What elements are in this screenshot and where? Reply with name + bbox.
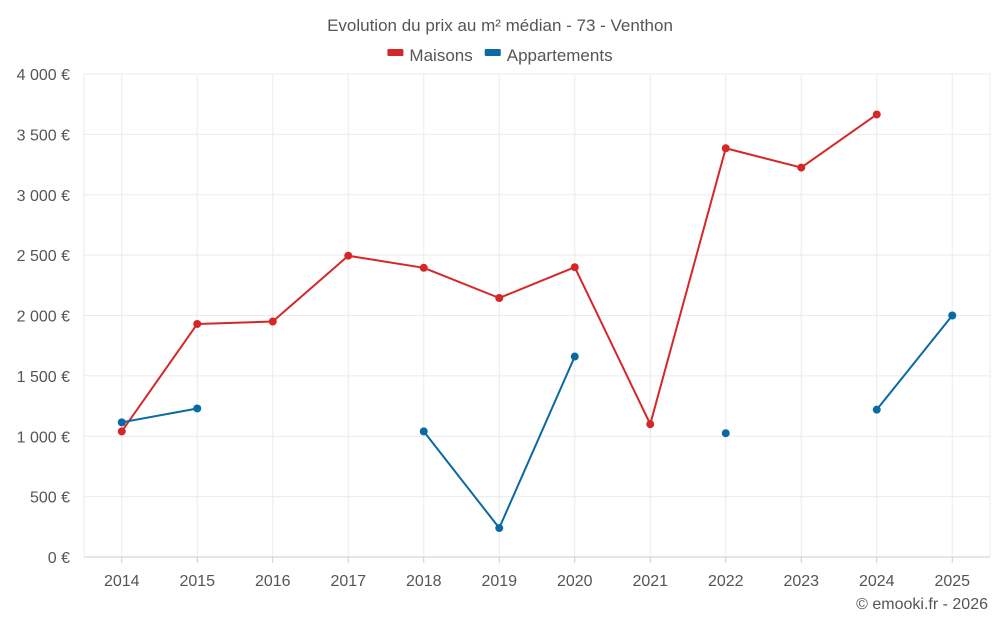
x-tick-label: 2022 — [708, 573, 744, 590]
data-point-maisons-2020[interactable] — [570, 263, 579, 272]
series — [117, 110, 957, 533]
y-tick-label: 1 000 € — [17, 429, 70, 446]
x-tick-label: 2023 — [783, 573, 819, 590]
legend-item-maisons[interactable]: Maisons — [387, 46, 473, 65]
y-tick-label: 2 500 € — [17, 248, 70, 265]
series-appartements — [117, 311, 957, 533]
y-tick-label: 4 000 € — [17, 67, 70, 84]
x-tick-label: 2016 — [255, 573, 291, 590]
data-point-maisons-2022[interactable] — [721, 144, 730, 153]
series-line-appartements — [121, 407, 198, 424]
legend: Maisons Appartements — [387, 46, 613, 65]
data-point-maisons-2024[interactable] — [872, 110, 881, 119]
data-point-appartements-2025[interactable] — [948, 311, 957, 320]
y-tick-label: 1 500 € — [17, 369, 70, 386]
legend-swatch — [387, 49, 404, 56]
y-tick-label: 2 000 € — [17, 309, 70, 326]
x-tick-label: 2024 — [859, 573, 895, 590]
data-point-maisons-2021[interactable] — [646, 420, 655, 429]
legend-label: Appartements — [507, 46, 613, 65]
chart-title: Evolution du prix au m² médian - 73 - Ve… — [327, 16, 673, 35]
data-point-maisons-2017[interactable] — [344, 251, 353, 260]
y-tick-label: 3 000 € — [17, 188, 70, 205]
data-point-appartements-2019[interactable] — [495, 524, 504, 533]
x-tick-label: 2018 — [406, 573, 442, 590]
x-tick-label: 2021 — [632, 573, 668, 590]
data-point-maisons-2014[interactable] — [117, 427, 126, 436]
data-point-appartements-2015[interactable] — [193, 404, 202, 413]
y-tick-label: 3 500 € — [17, 127, 70, 144]
data-point-maisons-2016[interactable] — [268, 317, 277, 326]
legend-swatch — [484, 49, 501, 56]
data-point-appartements-2024[interactable] — [872, 405, 881, 414]
series-line-appartements — [875, 314, 954, 411]
data-point-appartements-2020[interactable] — [570, 352, 579, 361]
x-tick-label: 2017 — [330, 573, 366, 590]
legend-label: Maisons — [409, 46, 472, 65]
data-point-maisons-2015[interactable] — [193, 319, 202, 328]
x-tick-label: 2020 — [557, 573, 593, 590]
credit-text: © emooki.fr - 2026 — [856, 596, 988, 613]
series-maisons — [117, 110, 881, 436]
data-point-maisons-2023[interactable] — [797, 163, 806, 172]
data-point-appartements-2018[interactable] — [419, 427, 428, 436]
data-point-appartements-2014[interactable] — [117, 418, 126, 427]
y-tick-label: 0 € — [48, 550, 70, 567]
axes: 0 € 500 € 1 000 € 1 500 € 2 000 € 2 500 € 3 00… — [17, 67, 971, 590]
x-tick-label: 2019 — [481, 573, 517, 590]
data-point-appartements-2022[interactable] — [721, 429, 730, 438]
x-tick-label: 2014 — [104, 573, 140, 590]
legend-item-appartements[interactable]: Appartements — [484, 46, 613, 65]
grid — [83, 73, 991, 558]
data-point-maisons-2019[interactable] — [495, 293, 504, 302]
x-tick-label: 2025 — [934, 573, 970, 590]
x-tick-label: 2015 — [179, 573, 215, 590]
data-point-maisons-2018[interactable] — [419, 263, 428, 272]
y-tick-label: 500 € — [30, 490, 70, 507]
